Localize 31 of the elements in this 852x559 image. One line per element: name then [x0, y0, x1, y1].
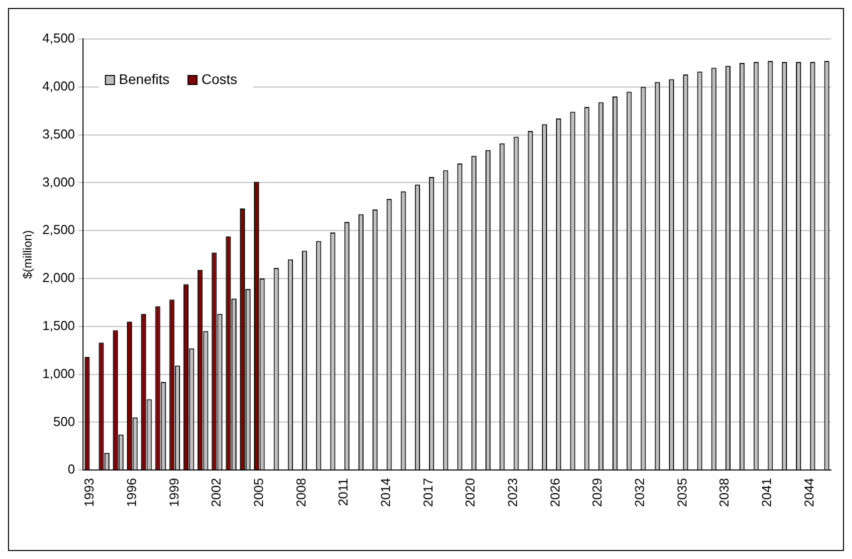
- y-tick-label: 2,000: [42, 270, 75, 286]
- x-tick-label: 2026: [547, 478, 562, 507]
- x-tick-label: 2011: [336, 478, 351, 506]
- x-tick-label: 2017: [420, 478, 436, 507]
- x-tick-label: 2041: [759, 478, 774, 507]
- x-tick-label: 2044: [801, 478, 816, 507]
- x-tick-label: 1999: [166, 478, 182, 507]
- x-tick-label: 2029: [590, 478, 605, 507]
- x-tick-label: 2035: [674, 478, 690, 507]
- x-tick-label: 2032: [632, 478, 648, 507]
- x-tick-label: 1993: [82, 478, 97, 507]
- x-tick-label: 2008: [293, 478, 308, 507]
- y-tick-label: 500: [53, 414, 75, 429]
- y-tick-label: 3,000: [42, 174, 75, 190]
- x-tick-label: 2014: [378, 478, 393, 507]
- x-tick-label: 2002: [208, 478, 224, 507]
- y-tick-label: 1,500: [42, 318, 75, 333]
- y-tick-label: 3,500: [42, 126, 75, 142]
- y-tick-label: 0: [68, 462, 75, 477]
- y-axis-title: $(million): [20, 230, 35, 279]
- legend-label: Costs: [202, 70, 238, 87]
- y-tick-label: 2,500: [42, 222, 75, 238]
- legend-label: Benefits: [118, 70, 170, 87]
- x-tick-label: 1996: [124, 478, 139, 507]
- x-tick-label: 2038: [716, 478, 732, 507]
- y-tick-label: 4,500: [42, 30, 75, 46]
- x-tick-label: 2023: [505, 478, 520, 507]
- x-tick-label: 2005: [250, 478, 266, 507]
- y-tick-label: 1,000: [42, 366, 75, 381]
- x-tick-label: 2020: [462, 478, 478, 507]
- y-tick-label: 4,000: [42, 78, 75, 94]
